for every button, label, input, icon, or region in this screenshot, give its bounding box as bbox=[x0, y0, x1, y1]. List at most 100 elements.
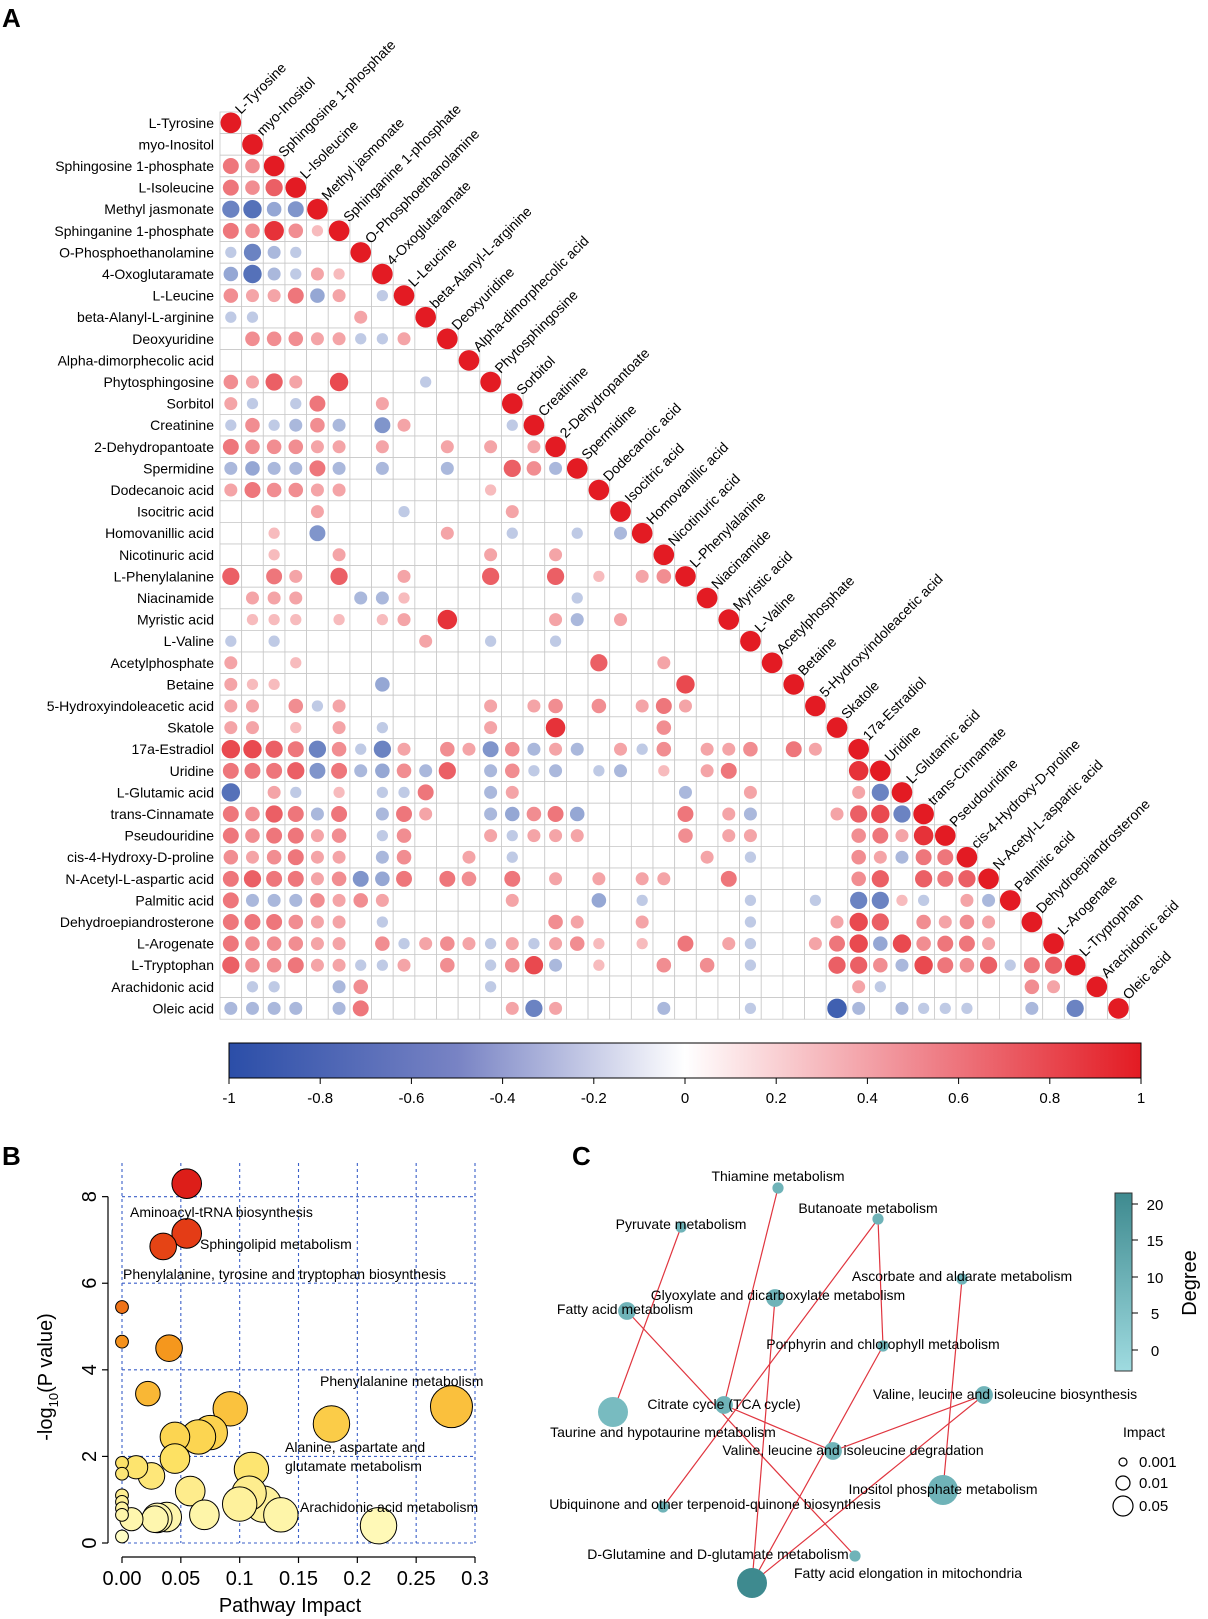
correlation-dot bbox=[852, 980, 866, 994]
diagonal-dot bbox=[566, 458, 588, 479]
row-label: beta-Alanyl-L-arginine bbox=[77, 309, 214, 325]
scatter-xtick-label: 0.25 bbox=[397, 1568, 436, 1590]
row-label: cis-4-Hydroxy-D-proline bbox=[67, 849, 214, 865]
grid-cell bbox=[241, 349, 264, 372]
grid-cell bbox=[219, 608, 243, 631]
correlation-dot bbox=[310, 505, 324, 519]
grid-cell bbox=[349, 910, 372, 934]
correlation-dot bbox=[744, 1002, 757, 1015]
correlation-dot bbox=[505, 785, 519, 799]
colorbar-tick-label: 0.8 bbox=[1039, 1090, 1060, 1107]
grid-cell bbox=[630, 846, 654, 869]
grid-cell bbox=[414, 457, 437, 480]
grid-cell bbox=[630, 630, 654, 653]
correlation-dot bbox=[222, 914, 239, 930]
grid-cell bbox=[630, 975, 654, 999]
grid-cell bbox=[392, 457, 416, 480]
pathway-point bbox=[141, 1505, 169, 1533]
grid-cell bbox=[652, 608, 676, 631]
grid-cell bbox=[912, 975, 935, 999]
correlation-dot bbox=[656, 720, 672, 735]
grid-cell bbox=[630, 824, 654, 847]
grid-cell bbox=[306, 781, 329, 804]
correlation-dot bbox=[243, 264, 262, 284]
grid-cell bbox=[457, 543, 481, 567]
correlation-dot bbox=[829, 935, 846, 952]
grid-cell bbox=[436, 478, 459, 502]
correlation-heatmap: L-Tyrosine myo-Inositol Sphingosine 1-phos… bbox=[47, 36, 1182, 1020]
grid-cell bbox=[219, 975, 243, 999]
grid-cell bbox=[674, 651, 697, 675]
grid-cell bbox=[717, 673, 741, 696]
correlation-dot bbox=[222, 200, 240, 218]
colorbar-gradient bbox=[228, 1042, 1142, 1079]
correlation-dot bbox=[722, 807, 736, 821]
grid-cell bbox=[457, 910, 481, 934]
correlation-dot bbox=[376, 721, 389, 734]
grid-cell bbox=[306, 349, 329, 372]
diagonal-dot bbox=[545, 436, 566, 458]
grid-cell bbox=[284, 543, 308, 567]
correlation-dot bbox=[222, 222, 239, 239]
grid-cell bbox=[479, 910, 502, 934]
correlation-dot bbox=[309, 395, 326, 412]
correlation-dot bbox=[310, 417, 325, 433]
correlation-dot bbox=[265, 740, 283, 758]
grid-cell bbox=[674, 867, 697, 891]
correlation-dot bbox=[614, 526, 628, 540]
grid-cell bbox=[760, 997, 784, 1020]
correlation-dot bbox=[895, 1001, 909, 1015]
grid-cell bbox=[566, 673, 589, 696]
grid-cell bbox=[414, 349, 437, 372]
grid-cell bbox=[609, 586, 632, 610]
correlation-dot bbox=[593, 570, 605, 583]
grid-cell bbox=[934, 975, 957, 999]
network-node-label: Taurine and hypotaurine metabolism bbox=[550, 1424, 776, 1440]
correlation-dot bbox=[809, 894, 822, 907]
grid-cell bbox=[717, 975, 741, 999]
grid-cell bbox=[717, 846, 741, 869]
grid-cell bbox=[717, 954, 741, 977]
grid-cell bbox=[414, 867, 437, 891]
row-label: Palmitic acid bbox=[135, 892, 214, 908]
grid-cell bbox=[436, 997, 459, 1020]
grid-cell bbox=[436, 716, 459, 739]
column-label: Dodecanoic acid bbox=[600, 400, 685, 485]
grid-cell bbox=[284, 522, 308, 545]
correlation-dot bbox=[850, 805, 868, 823]
correlation-dot bbox=[743, 741, 758, 757]
diagonal-dot bbox=[870, 760, 891, 782]
grid-cell bbox=[414, 608, 437, 631]
grid-cell bbox=[739, 651, 762, 675]
correlation-dot bbox=[223, 266, 239, 282]
correlation-dot bbox=[288, 223, 304, 239]
network-edge bbox=[751, 1297, 776, 1584]
row-label: myo-Inositol bbox=[139, 136, 214, 152]
network-node bbox=[618, 1302, 636, 1320]
correlation-dot bbox=[871, 783, 889, 802]
correlation-dot bbox=[243, 199, 262, 219]
network-edge bbox=[877, 1218, 884, 1347]
grid-cell bbox=[695, 781, 719, 804]
grid-cell bbox=[457, 478, 481, 502]
grid-cell bbox=[782, 781, 805, 804]
correlation-dot bbox=[268, 678, 280, 691]
grid-cell bbox=[349, 370, 372, 394]
grid-cell bbox=[522, 651, 546, 675]
row-label: Spermidine bbox=[143, 460, 214, 476]
grid-cell bbox=[349, 781, 372, 804]
grid-cell bbox=[392, 522, 416, 545]
row-label: Nicotinuric acid bbox=[119, 547, 214, 563]
correlation-dot bbox=[397, 958, 411, 972]
grid-cell bbox=[652, 673, 676, 696]
correlation-dot bbox=[268, 549, 280, 561]
correlation-dot bbox=[375, 677, 390, 692]
network-node bbox=[598, 1397, 628, 1427]
grid-cell bbox=[760, 673, 784, 696]
grid-cell bbox=[284, 975, 308, 999]
correlation-dot bbox=[355, 743, 367, 755]
grid-cell bbox=[436, 370, 459, 394]
correlation-dot bbox=[982, 937, 996, 951]
grid-cell bbox=[349, 716, 372, 739]
grid-cell bbox=[544, 846, 567, 869]
